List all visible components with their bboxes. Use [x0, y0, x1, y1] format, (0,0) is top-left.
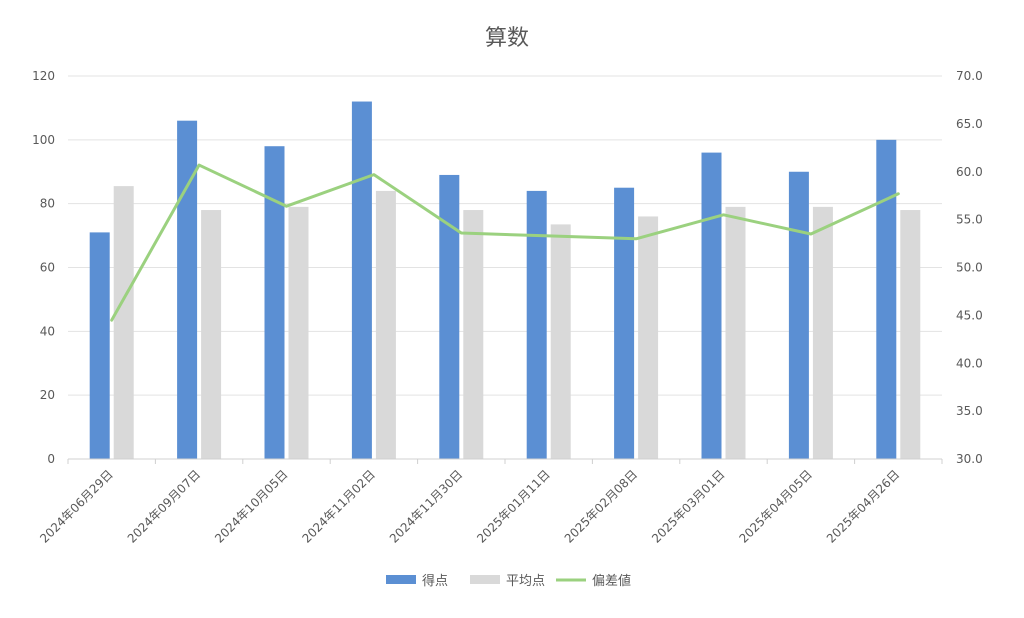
- x-tick-label: 2025年03月01日: [649, 467, 728, 546]
- legend-label: 偏差値: [592, 573, 631, 589]
- bar-得点: [351, 101, 372, 460]
- bar-平均点: [900, 210, 921, 459]
- bar-得点: [614, 187, 635, 460]
- line-point: [373, 174, 375, 176]
- y2-tick-label: 70.0: [956, 69, 983, 83]
- bar-得点: [89, 232, 110, 459]
- legend-item: 偏差値: [556, 573, 631, 589]
- y-tick-label: 100: [32, 133, 55, 147]
- line-series: [110, 163, 900, 322]
- bar-平均点: [375, 190, 396, 459]
- y-tick-label: 20: [40, 388, 55, 402]
- y2-tick-label: 55.0: [956, 213, 983, 227]
- bar-得点: [439, 174, 460, 460]
- bar-得点: [177, 120, 198, 459]
- bar-得点: [701, 152, 722, 459]
- x-tick-label: 2025年01月11日: [474, 467, 553, 546]
- x-tick-label: 2024年09月07日: [125, 467, 204, 546]
- x-tick-label: 2025年04月05日: [736, 467, 815, 546]
- y-tick-label: 60: [40, 261, 55, 275]
- line-point: [111, 319, 113, 321]
- legend-label: 平均点: [506, 574, 545, 589]
- line-point: [548, 235, 550, 237]
- x-tick-label: 2024年10月05日: [212, 467, 291, 546]
- bar-平均点: [201, 210, 222, 459]
- legend-swatch: [386, 575, 416, 584]
- line-point: [460, 232, 462, 234]
- y-tick-label: 0: [47, 452, 55, 466]
- legend-swatch: [470, 575, 500, 584]
- y-tick-label: 120: [32, 69, 55, 83]
- y2-tick-label: 40.0: [956, 356, 983, 370]
- x-tick-label: 2024年11月02日: [299, 467, 378, 546]
- y2-tick-label: 65.0: [956, 117, 983, 131]
- bar-平均点: [725, 206, 746, 459]
- bar-平均点: [113, 186, 134, 460]
- legend-label: 得点: [422, 573, 448, 589]
- bar-得点: [264, 146, 285, 459]
- line-偏差値: [110, 163, 900, 322]
- line-point: [810, 233, 812, 235]
- bar-平均点: [288, 206, 309, 459]
- line-point: [723, 214, 724, 216]
- y2-tick-label: 30.0: [956, 452, 983, 466]
- chart-title: 算数: [485, 26, 529, 51]
- bar-平均点: [638, 216, 659, 459]
- bar-平均点: [463, 210, 484, 459]
- y2-tick-label: 50.0: [956, 261, 983, 275]
- line-point: [635, 238, 637, 240]
- bars: [89, 101, 921, 460]
- bar-得点: [526, 190, 547, 459]
- y2-tick-label: 60.0: [956, 165, 983, 179]
- line-point: [198, 164, 200, 166]
- bar-得点: [876, 139, 897, 460]
- y2-tick-label: 45.0: [956, 308, 983, 322]
- x-tick-label: 2025年04月26日: [824, 467, 903, 546]
- bar-平均点: [550, 224, 571, 459]
- bar-得点: [788, 171, 809, 459]
- bar-平均点: [812, 206, 833, 459]
- x-tick-label: 2024年06月29日: [37, 467, 116, 546]
- legend-item: 得点: [386, 573, 448, 589]
- y-tick-label: 40: [40, 324, 55, 338]
- x-tick-label: 2025年02月08日: [562, 467, 641, 546]
- y2-tick-label: 35.0: [956, 404, 983, 418]
- legend: 得点 平均点 偏差値: [386, 573, 631, 589]
- line-point: [897, 193, 899, 195]
- axes: 0 20 40 60 80 100 120 30.0 35.0 40.0 45.0 50.0 55.0 6…: [32, 69, 983, 546]
- x-tick-label: 2024年11月30日: [387, 467, 466, 546]
- line-point: [286, 205, 287, 207]
- legend-item: 平均点: [470, 574, 545, 589]
- y-tick-label: 80: [40, 197, 55, 211]
